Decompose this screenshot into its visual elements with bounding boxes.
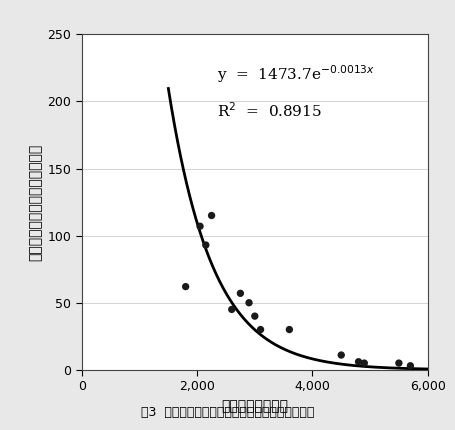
Y-axis label: 人口千人当たり来園者数（人）: 人口千人当たり来園者数（人） (28, 144, 42, 261)
Text: R$^2$  =  0.8915: R$^2$ = 0.8915 (217, 101, 322, 120)
Point (395, 359, 403, 366)
Point (182, 283, 189, 290)
Point (208, 212, 215, 219)
Point (355, 358, 362, 365)
Point (286, 326, 293, 333)
Point (257, 326, 264, 333)
Point (202, 242, 209, 249)
Point (407, 362, 414, 369)
Point (361, 359, 368, 366)
Point (237, 290, 244, 297)
Point (251, 313, 258, 319)
Text: 図3  一般化費用と人口千人当たり来園者数の関係: 図3 一般化費用と人口千人当たり来園者数の関係 (141, 406, 314, 419)
Text: y  =  1473.7e$^{-0.0013x}$: y = 1473.7e$^{-0.0013x}$ (217, 64, 375, 86)
Point (197, 223, 204, 230)
Point (338, 352, 345, 359)
Point (228, 306, 235, 313)
X-axis label: 一般化費用（円）: 一般化費用（円） (221, 399, 288, 413)
Point (245, 299, 253, 306)
